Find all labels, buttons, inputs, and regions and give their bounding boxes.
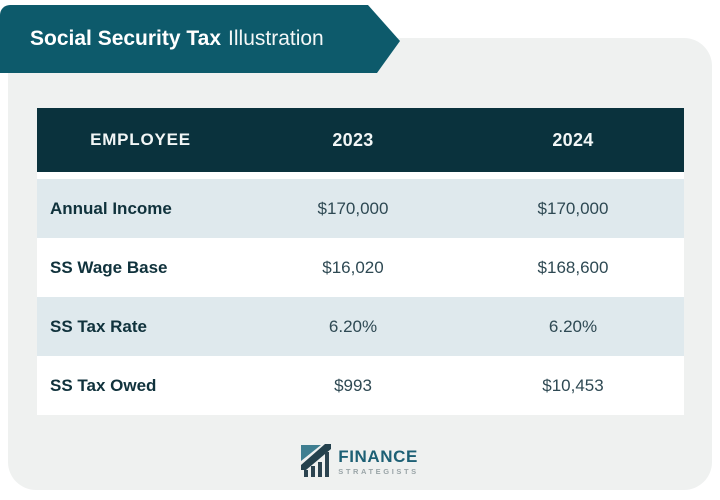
logo-wordmark: FINANCE STRATEGISTS <box>338 448 419 476</box>
logo-text-strategists: STRATEGISTS <box>338 466 419 476</box>
logo-text-finance: FINANCE <box>338 446 418 466</box>
column-header-employee: EMPLOYEE <box>90 130 191 149</box>
tax-table: EMPLOYEE 2023 2024 Annual Income $170,00… <box>37 108 684 415</box>
row-label: Annual Income <box>50 198 172 218</box>
table-row-ss-wage-base: SS Wage Base $16,020 $168,600 <box>37 238 684 297</box>
title-banner: Social Security Tax Illustration <box>0 5 400 73</box>
table-row-annual-income: Annual Income $170,000 $170,000 <box>37 179 684 238</box>
table-header-row: EMPLOYEE 2023 2024 <box>37 108 684 172</box>
cell-2023: $170,000 <box>317 198 389 218</box>
cell-2023: 6.20% <box>328 316 378 336</box>
row-label: SS Tax Owed <box>50 375 157 395</box>
bar-chart-logo-icon <box>301 441 332 482</box>
cell-2023: $16,020 <box>322 257 384 277</box>
cell-2023: $993 <box>334 375 372 395</box>
column-header-2024: 2024 <box>552 129 594 150</box>
row-label: SS Wage Base <box>50 257 168 277</box>
row-label: SS Tax Rate <box>50 316 148 336</box>
banner-title-bold: Social Security Tax <box>30 27 222 50</box>
table-body: Annual Income $170,000 $170,000 SS Wage … <box>37 172 684 415</box>
table-row-ss-tax-owed: SS Tax Owed $993 $10,453 <box>37 356 684 415</box>
column-header-2023: 2023 <box>332 129 374 150</box>
finance-strategists-logo: FINANCE STRATEGISTS <box>0 441 720 482</box>
cell-2024: 6.20% <box>548 316 598 336</box>
table-row-ss-tax-rate: SS Tax Rate 6.20% 6.20% <box>37 297 684 356</box>
cell-2024: $10,453 <box>542 375 604 395</box>
banner-title-regular: Illustration <box>228 27 324 50</box>
cell-2024: $170,000 <box>537 198 609 218</box>
cell-2024: $168,600 <box>537 257 609 277</box>
